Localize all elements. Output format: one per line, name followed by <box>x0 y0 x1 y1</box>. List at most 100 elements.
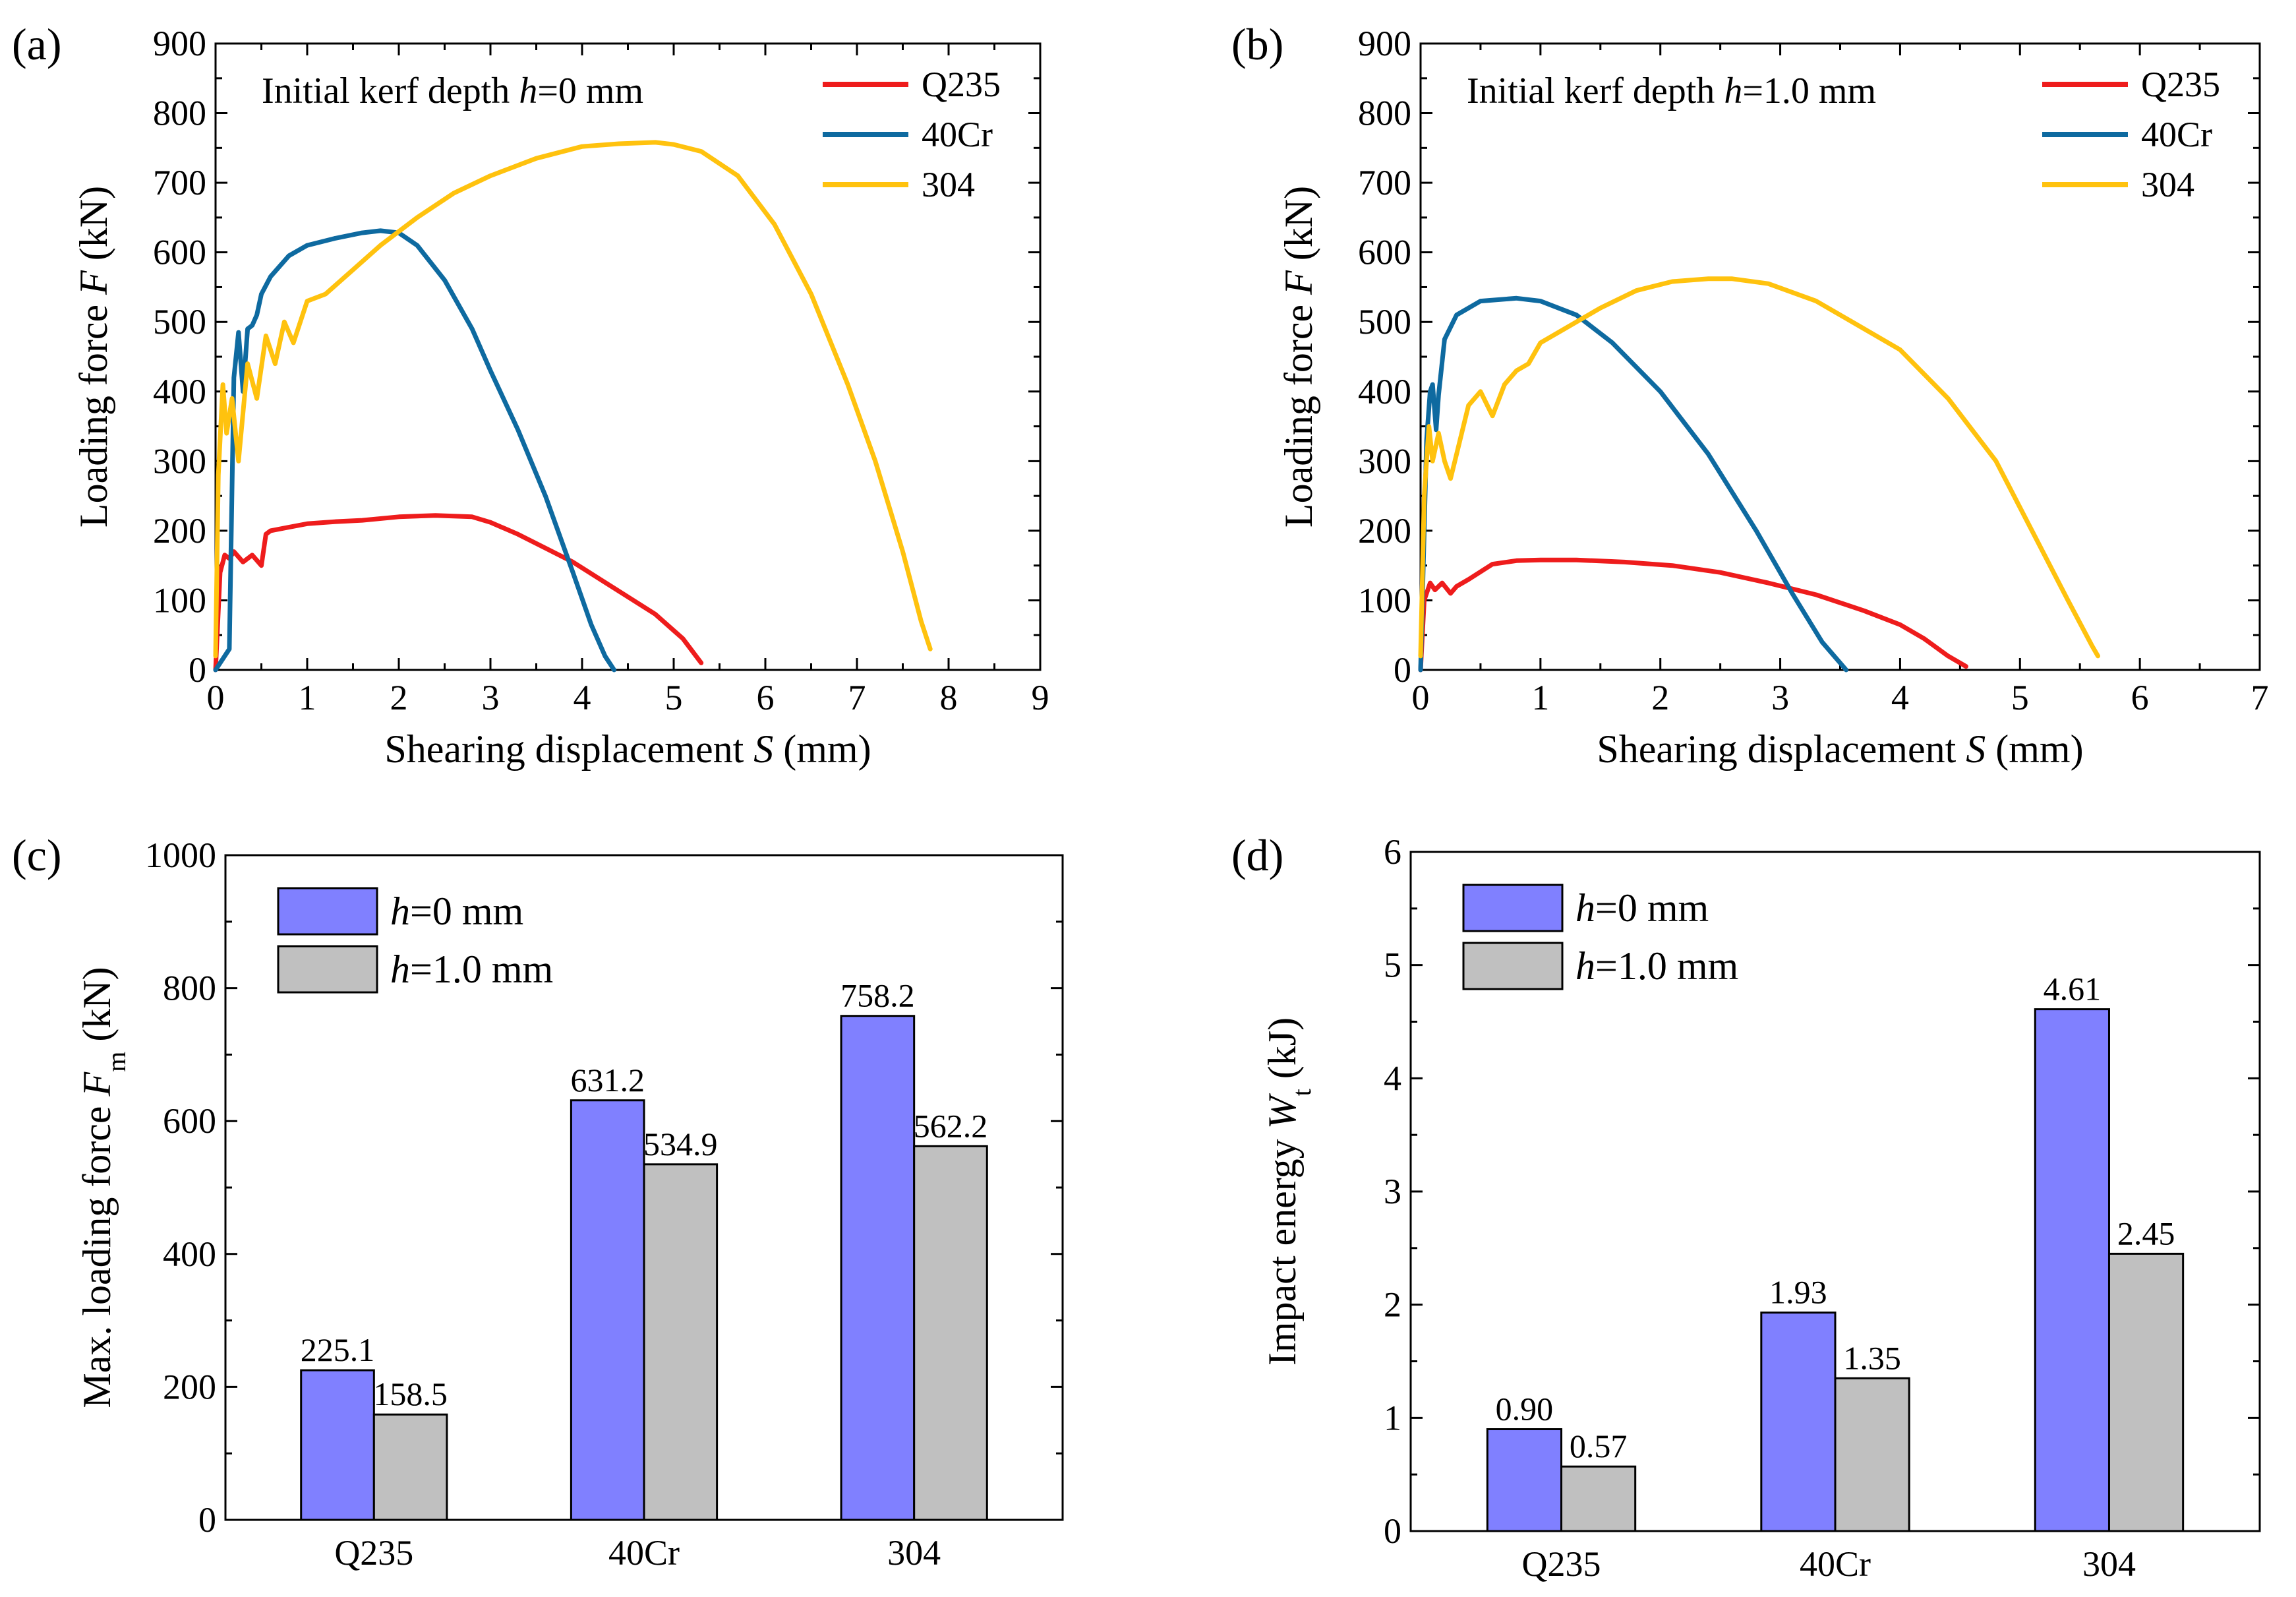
y-tick-label: 2 <box>1384 1285 1401 1325</box>
y-tick-label: 600 <box>163 1101 216 1141</box>
x-axis-label: Shearing displacement S (mm) <box>384 727 871 771</box>
x-tick-label: 3 <box>1771 678 1789 717</box>
bar-value-label: 225.1 <box>301 1331 375 1368</box>
category-label-Q235: Q235 <box>334 1533 413 1573</box>
plot-frame <box>1419 42 2261 671</box>
y-tick-label: 200 <box>163 1367 216 1406</box>
series-line-304 <box>1418 276 2100 659</box>
panel-label: (b) <box>1231 19 1283 69</box>
legend-label-1: h=1.0 mm <box>390 948 553 991</box>
legend-label-0: h=0 mm <box>1575 886 1709 930</box>
y-axis-label: Loading force F (kN) <box>72 186 115 527</box>
panel-d-bar-chart: (d) 0 1 2 3 4 5 6 Q235 0.90 0.57 40Cr 1.93 1.35 304 4.6… <box>1231 830 2261 1584</box>
legend-label-0: h=0 mm <box>390 889 523 933</box>
series-line-304 <box>213 140 933 659</box>
bar-40Cr-series0 <box>570 1099 645 1521</box>
bar-value-label: 631.2 <box>570 1062 645 1099</box>
panel-label: (a) <box>12 19 61 69</box>
bar-40Cr-series1 <box>643 1163 719 1521</box>
y-tick-label: 300 <box>1358 441 1411 481</box>
y-tick-label: 300 <box>153 441 206 481</box>
bar-value-label: 562.2 <box>914 1107 988 1144</box>
legend-label-1: h=1.0 mm <box>1575 944 1738 988</box>
category-label-40Cr: 40Cr <box>608 1533 680 1573</box>
x-tick-label: 5 <box>665 678 683 717</box>
category-label-304: 304 <box>887 1533 941 1573</box>
y-axis-label: Max. loading force Fm (kN) <box>75 967 131 1408</box>
category-label-304: 304 <box>2082 1544 2136 1584</box>
y-tick-label: 100 <box>1358 580 1411 620</box>
legend-label-Q235: Q235 <box>922 65 1001 104</box>
bar-value-label: 758.2 <box>840 977 915 1014</box>
kerf-depth-annotation: Initial kerf depth h=0 mm <box>262 71 643 111</box>
category-label-40Cr: 40Cr <box>1800 1544 1871 1584</box>
y-tick-label: 100 <box>153 580 206 620</box>
panel-label: (c) <box>12 830 61 880</box>
kerf-depth-annotation: Initial kerf depth h=1.0 mm <box>1467 71 1876 111</box>
y-tick-label: 900 <box>153 24 206 63</box>
series-line-40Cr <box>1418 295 1849 673</box>
y-tick-label: 6 <box>1384 832 1401 872</box>
bar-40Cr-series0 <box>1760 1311 1837 1532</box>
y-tick-label: 800 <box>163 969 216 1008</box>
y-tick-label: 500 <box>153 302 206 342</box>
bar-304-series1 <box>2107 1252 2185 1532</box>
x-tick-label: 6 <box>2131 678 2149 717</box>
legend-swatch-1 <box>277 945 378 994</box>
x-tick-label: 6 <box>757 678 775 717</box>
x-tick-label: 1 <box>299 678 316 717</box>
y-tick-label: 400 <box>153 372 206 411</box>
x-tick-label: 9 <box>1032 678 1049 717</box>
bar-value-label: 1.35 <box>1843 1339 1901 1376</box>
x-tick-label: 3 <box>482 678 500 717</box>
x-tick-label: 2 <box>1651 678 1669 717</box>
series-line-Q235 <box>1418 557 1968 673</box>
bar-304-series0 <box>2034 1008 2110 1532</box>
x-tick-label: 8 <box>940 678 958 717</box>
legend-label-40Cr: 40Cr <box>2141 115 2212 154</box>
panel-b-line-chart: (b) 0 1 2 3 4 5 6 7 0 100 200 300 400 500 600 700 800 900 I… <box>1231 19 2269 771</box>
x-tick-label: 7 <box>848 678 866 717</box>
x-tick-label: 2 <box>390 678 408 717</box>
y-tick-label: 700 <box>1358 163 1411 202</box>
x-tick-label: 0 <box>1412 678 1430 717</box>
y-tick-label: 200 <box>153 511 206 551</box>
y-tick-label: 900 <box>1358 24 1411 63</box>
y-tick-label: 500 <box>1358 302 1411 342</box>
legend-swatch-0 <box>1462 884 1564 932</box>
legend-label-304: 304 <box>922 165 975 204</box>
bar-Q235-series1 <box>372 1413 448 1521</box>
y-tick-label: 600 <box>153 233 206 272</box>
bar-304-series1 <box>913 1145 988 1521</box>
bar-value-label: 4.61 <box>2044 971 2102 1008</box>
x-tick-label: 7 <box>2251 678 2269 717</box>
category-label-Q235: Q235 <box>1522 1544 1601 1584</box>
y-tick-label: 0 <box>189 650 206 690</box>
y-tick-label: 400 <box>1358 372 1411 411</box>
y-tick-label: 1 <box>1384 1398 1401 1437</box>
legend-label-40Cr: 40Cr <box>922 115 993 154</box>
y-tick-label: 0 <box>1394 650 1411 690</box>
y-tick-label: 5 <box>1384 946 1401 985</box>
legend-label-304: 304 <box>2141 165 2194 204</box>
x-tick-label: 5 <box>2011 678 2029 717</box>
bar-Q235-series1 <box>1560 1465 1637 1532</box>
y-tick-label: 4 <box>1384 1058 1401 1098</box>
bar-value-label: 534.9 <box>643 1126 718 1162</box>
bar-40Cr-series1 <box>1834 1377 1910 1532</box>
bar-Q235-series0 <box>1486 1428 1563 1532</box>
bar-value-label: 158.5 <box>373 1375 448 1412</box>
bar-value-label: 1.93 <box>1769 1274 1827 1311</box>
y-tick-label: 200 <box>1358 511 1411 551</box>
y-tick-label: 0 <box>198 1500 216 1540</box>
y-axis-label: Loading force F (kN) <box>1277 186 1320 527</box>
bar-value-label: 0.90 <box>1496 1391 1554 1428</box>
series-line-40Cr <box>213 228 617 673</box>
bar-Q235-series0 <box>300 1369 375 1521</box>
y-tick-label: 400 <box>163 1234 216 1274</box>
y-tick-label: 3 <box>1384 1172 1401 1211</box>
x-tick-label: 1 <box>1531 678 1549 717</box>
y-tick-label: 700 <box>153 163 206 202</box>
bar-value-label: 0.57 <box>1570 1428 1628 1464</box>
